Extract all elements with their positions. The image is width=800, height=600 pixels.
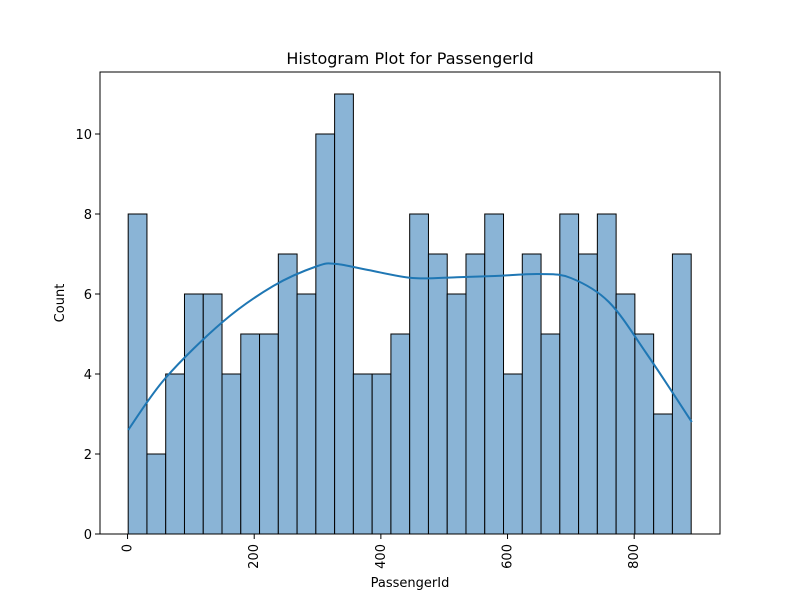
histogram-bar (240, 333, 261, 535)
histogram-bar (371, 373, 392, 535)
histogram-bar (127, 213, 148, 535)
histogram-bar (183, 293, 204, 535)
x-tick-label: 400 (374, 544, 389, 569)
x-axis-ticks: 0 200 400 600 800 (121, 534, 642, 569)
y-tick-label: 10 (75, 128, 92, 143)
histogram-bar (465, 253, 486, 535)
histogram-bar (409, 213, 429, 535)
y-tick-label: 0 (84, 528, 92, 543)
x-tick-label: 200 (247, 544, 262, 569)
y-axis-label: Count (53, 284, 68, 323)
chart-title: Histogram Plot for PassengerId (286, 49, 533, 68)
histogram-bar (578, 253, 598, 535)
histogram-bar (259, 333, 279, 535)
plot-frame (99, 71, 721, 535)
histogram-bar (559, 213, 580, 535)
x-tick-label: 0 (121, 544, 136, 552)
histogram-bar (334, 93, 354, 535)
histogram-bar (352, 373, 373, 535)
histogram-bars (127, 93, 692, 535)
y-tick-label: 8 (84, 208, 92, 223)
histogram-bar (446, 293, 467, 535)
histogram-bar (427, 253, 448, 535)
x-tick-label: 800 (627, 544, 642, 569)
histogram-bar (296, 293, 317, 535)
histogram-bar (165, 373, 185, 535)
y-tick-label: 6 (84, 288, 92, 303)
x-axis-label: PassengerId (371, 576, 450, 591)
histogram-bar (671, 253, 692, 535)
histogram-bar (503, 373, 523, 535)
y-tick-label: 4 (84, 368, 92, 383)
histogram-bar (596, 213, 617, 535)
histogram-bar (653, 413, 673, 535)
histogram-bar (634, 333, 655, 535)
kde-curve (127, 262, 693, 431)
histogram-bar (521, 253, 542, 535)
histogram-bar (540, 333, 561, 535)
y-axis-ticks: 0 2 4 6 8 10 (75, 128, 100, 543)
histogram-bar (221, 373, 242, 535)
x-tick-label: 600 (501, 544, 516, 569)
histogram-bar (390, 333, 411, 535)
histogram-bar (315, 133, 336, 535)
y-tick-label: 2 (84, 448, 92, 463)
histogram-bar (277, 253, 298, 535)
histogram-bar (615, 293, 636, 535)
histogram-bar (484, 213, 505, 535)
histogram-bar (146, 453, 167, 535)
